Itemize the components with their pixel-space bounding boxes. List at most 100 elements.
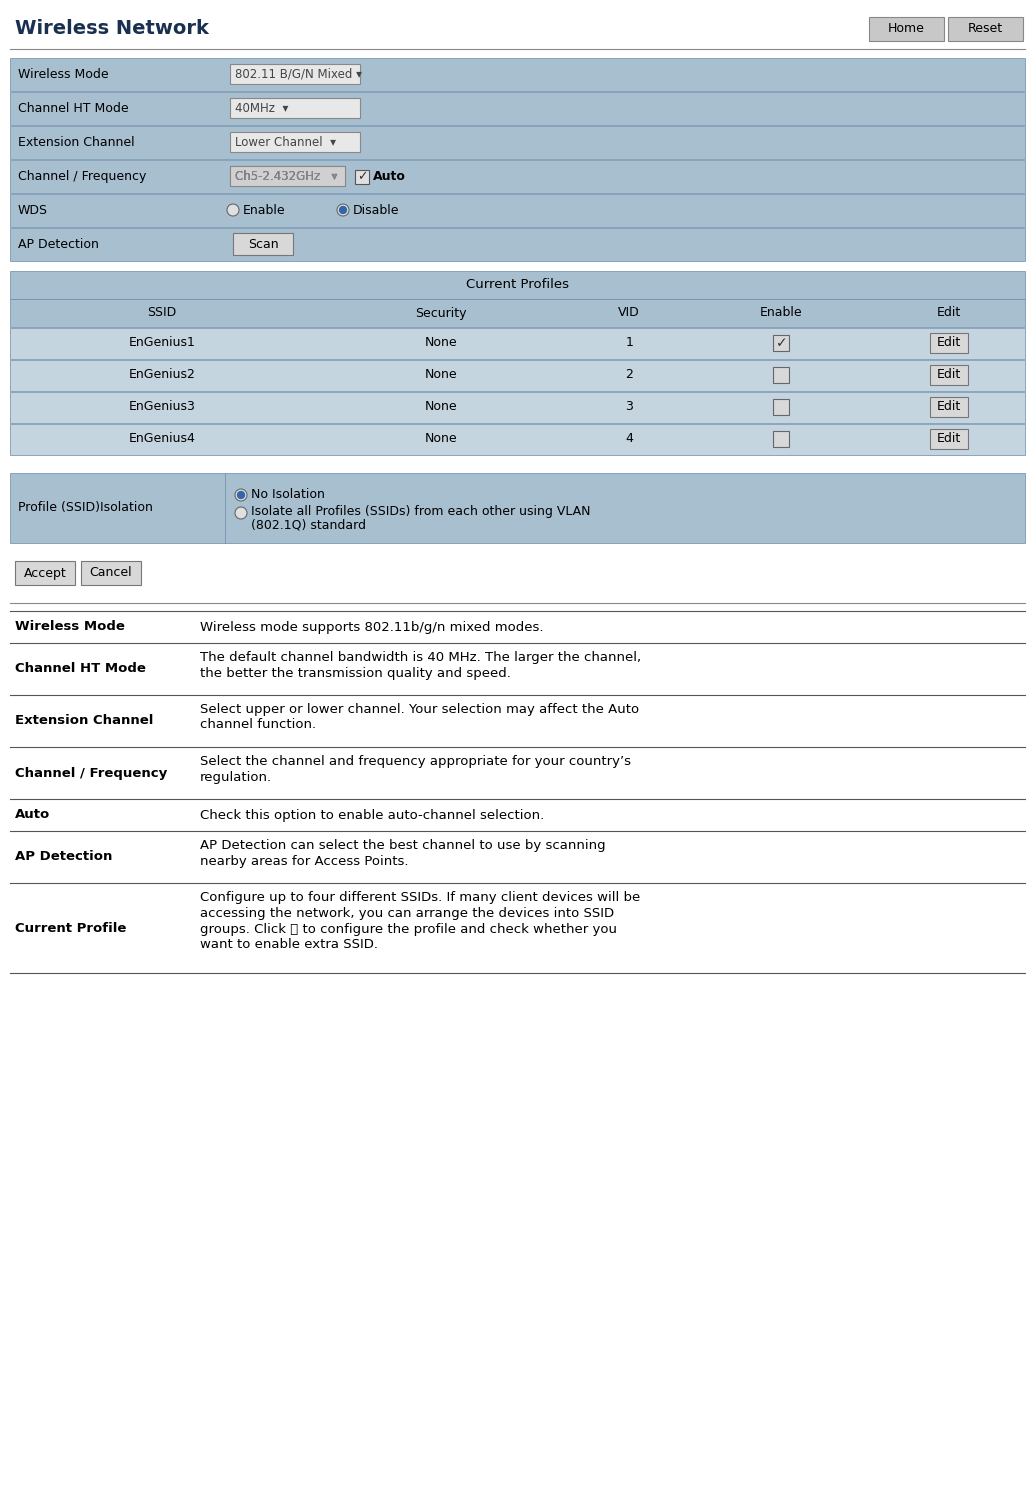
Text: Extension Channel: Extension Channel (14, 714, 153, 728)
Text: Ch5-2.432GHz   ▾: Ch5-2.432GHz ▾ (235, 169, 337, 182)
Text: Current Profiles: Current Profiles (466, 278, 569, 291)
Text: channel function.: channel function. (200, 719, 316, 732)
Bar (948, 16, 1023, 40)
Text: Disable: Disable (353, 203, 400, 217)
Text: Edit: Edit (937, 369, 962, 381)
Text: The default channel bandwidth is 40 MHz. The larger the channel,: The default channel bandwidth is 40 MHz.… (200, 650, 641, 663)
Text: Cancel: Cancel (90, 566, 132, 580)
Circle shape (235, 489, 247, 500)
Text: ✓: ✓ (357, 170, 367, 184)
Bar (230, 166, 345, 185)
Text: (802.1Q) standard: (802.1Q) standard (252, 518, 366, 532)
Text: Check this option to enable auto-channel selection.: Check this option to enable auto-channel… (200, 808, 544, 822)
Bar (10, 391, 1025, 423)
Text: Configure up to four different SSIDs. If many client devices will be: Configure up to four different SSIDs. If… (200, 890, 641, 904)
Text: Lower Channel  ▾: Lower Channel ▾ (235, 136, 336, 148)
Text: Wireless Mode: Wireless Mode (18, 69, 109, 81)
Text: Enable: Enable (243, 203, 286, 217)
Bar (10, 474, 1025, 542)
Text: regulation.: regulation. (200, 771, 272, 783)
Text: 40MHz  ▾: 40MHz ▾ (235, 102, 289, 115)
Bar (929, 429, 968, 450)
Text: AP Detection can select the best channel to use by scanning: AP Detection can select the best channel… (200, 838, 605, 852)
Text: Auto: Auto (373, 169, 406, 182)
Bar (773, 368, 790, 382)
Bar (10, 360, 1025, 391)
Text: Edit: Edit (937, 400, 962, 414)
Bar (773, 335, 790, 351)
Text: Extension Channel: Extension Channel (18, 136, 135, 149)
Text: Home: Home (888, 22, 925, 36)
Text: Channel HT Mode: Channel HT Mode (14, 662, 146, 675)
Text: Accept: Accept (24, 566, 66, 580)
Text: Security: Security (416, 306, 467, 320)
Bar (10, 194, 1025, 227)
Text: AP Detection: AP Detection (14, 850, 113, 864)
Text: EnGenius4: EnGenius4 (128, 432, 196, 445)
Text: Reset: Reset (968, 22, 1003, 36)
Bar (81, 562, 141, 586)
Circle shape (237, 492, 244, 499)
Text: EnGenius3: EnGenius3 (128, 400, 196, 414)
Text: the better the transmission quality and speed.: the better the transmission quality and … (200, 666, 511, 680)
Text: SSID: SSID (148, 306, 177, 320)
Text: Ch5-2.432GHz   ▾: Ch5-2.432GHz ▾ (235, 169, 337, 182)
Bar (929, 365, 968, 385)
Bar (10, 10, 1025, 48)
Text: None: None (425, 369, 457, 381)
Bar (10, 160, 1025, 193)
Bar (230, 64, 360, 84)
Text: Edit: Edit (937, 336, 962, 350)
Text: Wireless Network: Wireless Network (14, 19, 209, 39)
Circle shape (339, 206, 347, 214)
Bar (233, 233, 293, 255)
Text: No Isolation: No Isolation (252, 489, 325, 502)
Text: None: None (425, 336, 457, 350)
Text: VID: VID (618, 306, 640, 320)
Bar (10, 424, 1025, 456)
Text: Current Profile: Current Profile (14, 922, 126, 935)
Text: Channel / Frequency: Channel / Frequency (18, 170, 146, 182)
Text: Select upper or lower channel. Your selection may affect the Auto: Select upper or lower channel. Your sele… (200, 702, 640, 716)
Text: nearby areas for Access Points.: nearby areas for Access Points. (200, 855, 409, 868)
Text: Edit: Edit (937, 306, 962, 320)
Text: want to enable extra SSID.: want to enable extra SSID. (200, 938, 378, 952)
Bar (929, 397, 968, 417)
Text: 3: 3 (625, 400, 633, 414)
Text: Wireless Mode: Wireless Mode (14, 620, 125, 633)
Text: Channel HT Mode: Channel HT Mode (18, 102, 128, 115)
Bar (10, 270, 1025, 299)
Text: AP Detection: AP Detection (18, 238, 99, 251)
Text: Enable: Enable (760, 306, 803, 320)
Text: ✓: ✓ (775, 336, 788, 350)
Text: Wireless mode supports 802.11b/g/n mixed modes.: Wireless mode supports 802.11b/g/n mixed… (200, 620, 543, 633)
Text: Select the channel and frequency appropriate for your country’s: Select the channel and frequency appropr… (200, 754, 631, 768)
Text: EnGenius1: EnGenius1 (128, 336, 196, 350)
Bar (10, 93, 1025, 125)
Text: 4: 4 (625, 432, 633, 445)
Bar (230, 99, 360, 118)
Bar (10, 125, 1025, 158)
Bar (10, 58, 1025, 91)
Text: accessing the network, you can arrange the devices into SSID: accessing the network, you can arrange t… (200, 907, 614, 919)
Circle shape (235, 506, 247, 518)
Bar (869, 16, 944, 40)
Text: None: None (425, 400, 457, 414)
Bar (10, 299, 1025, 327)
Text: Edit: Edit (937, 432, 962, 445)
Bar (773, 399, 790, 415)
Text: 2: 2 (625, 369, 633, 381)
Text: 802.11 B/G/N Mixed ▾: 802.11 B/G/N Mixed ▾ (235, 67, 362, 81)
Bar (355, 170, 369, 184)
Text: WDS: WDS (18, 205, 48, 217)
Bar (230, 166, 345, 185)
Text: Channel / Frequency: Channel / Frequency (14, 766, 168, 780)
Bar (10, 329, 1025, 359)
Circle shape (337, 205, 349, 217)
Text: None: None (425, 432, 457, 445)
Text: Isolate all Profiles (SSIDs) from each other using VLAN: Isolate all Profiles (SSIDs) from each o… (252, 505, 591, 517)
Text: Profile (SSID)Isolation: Profile (SSID)Isolation (18, 502, 153, 514)
Text: Scan: Scan (247, 238, 278, 251)
Bar (10, 229, 1025, 261)
Text: EnGenius2: EnGenius2 (128, 369, 196, 381)
